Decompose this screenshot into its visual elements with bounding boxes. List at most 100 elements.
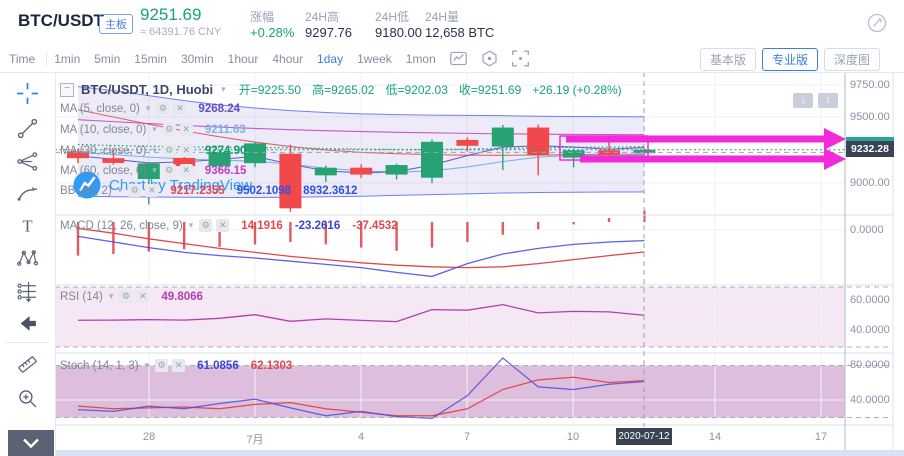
indicator-close-button[interactable]: ✕ bbox=[136, 290, 150, 303]
chart-title: BTC/USDT, 1D, Huobi bbox=[81, 82, 214, 97]
indicator-value: 14.1916 bbox=[241, 219, 283, 232]
indicator-value: 9268.24 bbox=[198, 102, 240, 115]
indicator-value: 62.1303 bbox=[250, 359, 293, 372]
y-axis-label: 0.0000 bbox=[850, 224, 884, 236]
tab-4hour[interactable]: 4hour bbox=[272, 51, 304, 66]
chevron-down-icon[interactable]: ▾ bbox=[221, 84, 226, 94]
indicator-close-button[interactable]: ✕ bbox=[179, 164, 193, 177]
indicator-label[interactable]: MA (5, close, 0) bbox=[60, 102, 140, 115]
chevron-down-icon[interactable]: ▾ bbox=[144, 360, 150, 370]
tab-30min[interactable]: 30min bbox=[180, 51, 214, 66]
scale-down-arrow-button[interactable]: ↓ bbox=[793, 93, 813, 108]
projection-tool-icon[interactable] bbox=[16, 280, 39, 303]
indicator-value: 8932.3612 bbox=[303, 184, 358, 197]
indicator-close-button[interactable]: ✕ bbox=[179, 144, 193, 157]
indicator-label[interactable]: RSI (14) bbox=[60, 290, 103, 303]
tab-1min[interactable]: 1min bbox=[54, 51, 81, 66]
tab-1week[interactable]: 1week bbox=[357, 51, 392, 66]
interval-toolbar: Time 1min 5min 15min 30min 1hour 4hour 1… bbox=[0, 45, 904, 73]
indicator-close-button[interactable]: ✕ bbox=[145, 184, 159, 197]
brush-tool-icon[interactable] bbox=[16, 182, 39, 205]
indicator-value: 49.8066 bbox=[161, 290, 203, 303]
stat-label: 24H低 bbox=[375, 10, 410, 24]
crosshair-price-badge: 9232.28 bbox=[846, 141, 894, 157]
tab-1day[interactable]: 1day bbox=[317, 51, 344, 66]
x-axis-label: 28 bbox=[142, 431, 156, 443]
indicator-settings-button[interactable]: ⚙ bbox=[128, 184, 142, 197]
depth-view-button[interactable]: 深度图 bbox=[823, 48, 880, 71]
sidebar-divider bbox=[6, 342, 49, 343]
indicator-row-bb: BB (20, 2) ▾ ⚙ ✕ 9217.2355 9502.1098 893… bbox=[60, 184, 357, 197]
crosshair-tool-icon[interactable] bbox=[16, 82, 39, 105]
text-tool-icon[interactable]: T bbox=[16, 214, 39, 237]
indicator-label[interactable]: MACD (12, 26, close, 9) bbox=[60, 219, 183, 232]
gann-fan-tool-icon[interactable] bbox=[16, 150, 39, 173]
indicator-settings-button[interactable]: ⚙ bbox=[156, 102, 170, 115]
chevron-down-icon[interactable]: ▾ bbox=[152, 145, 157, 155]
indicator-close-button[interactable]: ✕ bbox=[172, 359, 186, 372]
indicator-label[interactable]: MA (30, close, 0) bbox=[60, 144, 147, 157]
fullscreen-icon[interactable] bbox=[511, 49, 530, 68]
collapse-legend-icon[interactable]: − bbox=[60, 82, 74, 97]
indicator-label[interactable]: MA (60, close, 0) bbox=[60, 164, 147, 177]
indicator-label[interactable]: MA (10, close, 0) bbox=[60, 123, 147, 136]
indicator-close-button[interactable]: ✕ bbox=[173, 102, 187, 115]
indicator-close-button[interactable]: ✕ bbox=[216, 219, 230, 232]
y-axis-label: 40.0000 bbox=[850, 394, 890, 406]
chevron-down-icon[interactable]: ▾ bbox=[117, 185, 123, 195]
tab-time[interactable]: Time bbox=[2, 51, 48, 66]
chevron-down-icon[interactable]: ▾ bbox=[108, 291, 114, 301]
indicator-settings-button[interactable]: ⚙ bbox=[162, 123, 176, 136]
last-price-axis-marker bbox=[846, 137, 894, 141]
indicator-label[interactable]: BB (20, 2) bbox=[60, 184, 112, 197]
ruler-tool-icon[interactable] bbox=[16, 352, 39, 375]
header: BTC/USDT 主板 9251.69 ≈ 64391.76 CNY 涨幅 +0… bbox=[0, 0, 904, 45]
indicator-settings-icon[interactable] bbox=[480, 49, 499, 68]
bottom-scrollbar-strip[interactable] bbox=[0, 450, 904, 456]
indicator-row-ma30: MA (30, close, 0) ▾ ⚙ ✕ 9274.90 bbox=[60, 144, 246, 157]
stat-value: +0.28% bbox=[250, 25, 295, 40]
y-axis-label: 80.0000 bbox=[850, 359, 890, 371]
ohlc-high: 高=9265.02 bbox=[312, 83, 375, 97]
indicator-close-button[interactable]: ✕ bbox=[179, 123, 193, 136]
tab-1mon[interactable]: 1mon bbox=[405, 51, 436, 66]
tab-5min[interactable]: 5min bbox=[94, 51, 121, 66]
basic-view-button[interactable]: 基本版 bbox=[699, 48, 756, 71]
indicator-row-rsi: RSI (14) ▾ ⚙ ✕ 49.8066 bbox=[60, 290, 203, 303]
crosshair-date-badge: 2020-07-12 bbox=[616, 428, 672, 445]
ohlc-change: +26.19 (+0.28%) bbox=[532, 82, 622, 97]
chevron-down-icon[interactable]: ▾ bbox=[188, 220, 194, 230]
view-mode-buttons: 基本版 专业版 深度图 bbox=[699, 48, 880, 71]
back-arrow-icon[interactable] bbox=[16, 312, 39, 335]
indicator-settings-button[interactable]: ⚙ bbox=[162, 144, 176, 157]
chevron-down-icon[interactable]: ▾ bbox=[145, 103, 151, 113]
chevron-down-icon[interactable]: ▾ bbox=[152, 124, 157, 134]
pro-view-button[interactable]: 专业版 bbox=[761, 48, 818, 71]
ohlc-open: 开=9225.50 bbox=[238, 83, 302, 97]
stat-label: 涨幅 bbox=[250, 10, 275, 24]
chevron-down-icon[interactable]: ▾ bbox=[152, 165, 157, 175]
indicator-label[interactable]: Stoch (14, 1, 3) bbox=[60, 359, 139, 372]
chart-style-icon[interactable] bbox=[449, 49, 468, 68]
tab-15min[interactable]: 15min bbox=[134, 51, 167, 66]
drawing-pen-icon[interactable] bbox=[866, 12, 888, 34]
stat-value: 9180.00 bbox=[375, 25, 422, 40]
trend-line-tool-icon[interactable] bbox=[16, 117, 39, 140]
zoom-in-tool-icon[interactable] bbox=[16, 387, 39, 410]
collapse-sidebar-button[interactable] bbox=[8, 430, 54, 456]
x-axis-label: 10 bbox=[566, 431, 580, 443]
scale-updown-arrow-button[interactable]: ↕ bbox=[818, 93, 838, 108]
indicator-value: 9217.2355 bbox=[170, 184, 225, 197]
indicator-settings-button[interactable]: ⚙ bbox=[155, 359, 169, 372]
indicator-value: 9502.1098 bbox=[236, 184, 292, 197]
y-axis-label: 60.0000 bbox=[850, 294, 890, 306]
indicator-settings-button[interactable]: ⚙ bbox=[119, 290, 133, 303]
xabcd-pattern-tool-icon[interactable] bbox=[16, 247, 39, 270]
indicator-settings-button[interactable]: ⚙ bbox=[162, 164, 176, 177]
indicator-row-stoch: Stoch (14, 1, 3) ▾ ⚙ ✕ 61.0856 62.1303 bbox=[60, 359, 292, 372]
tab-1hour[interactable]: 1hour bbox=[227, 51, 259, 66]
price-in-cny: ≈ 64391.76 CNY bbox=[140, 26, 222, 38]
y-axis-label: 9500.00 bbox=[850, 111, 890, 123]
indicator-settings-button[interactable]: ⚙ bbox=[199, 219, 213, 232]
y-axis-label: 9000.00 bbox=[850, 177, 890, 189]
